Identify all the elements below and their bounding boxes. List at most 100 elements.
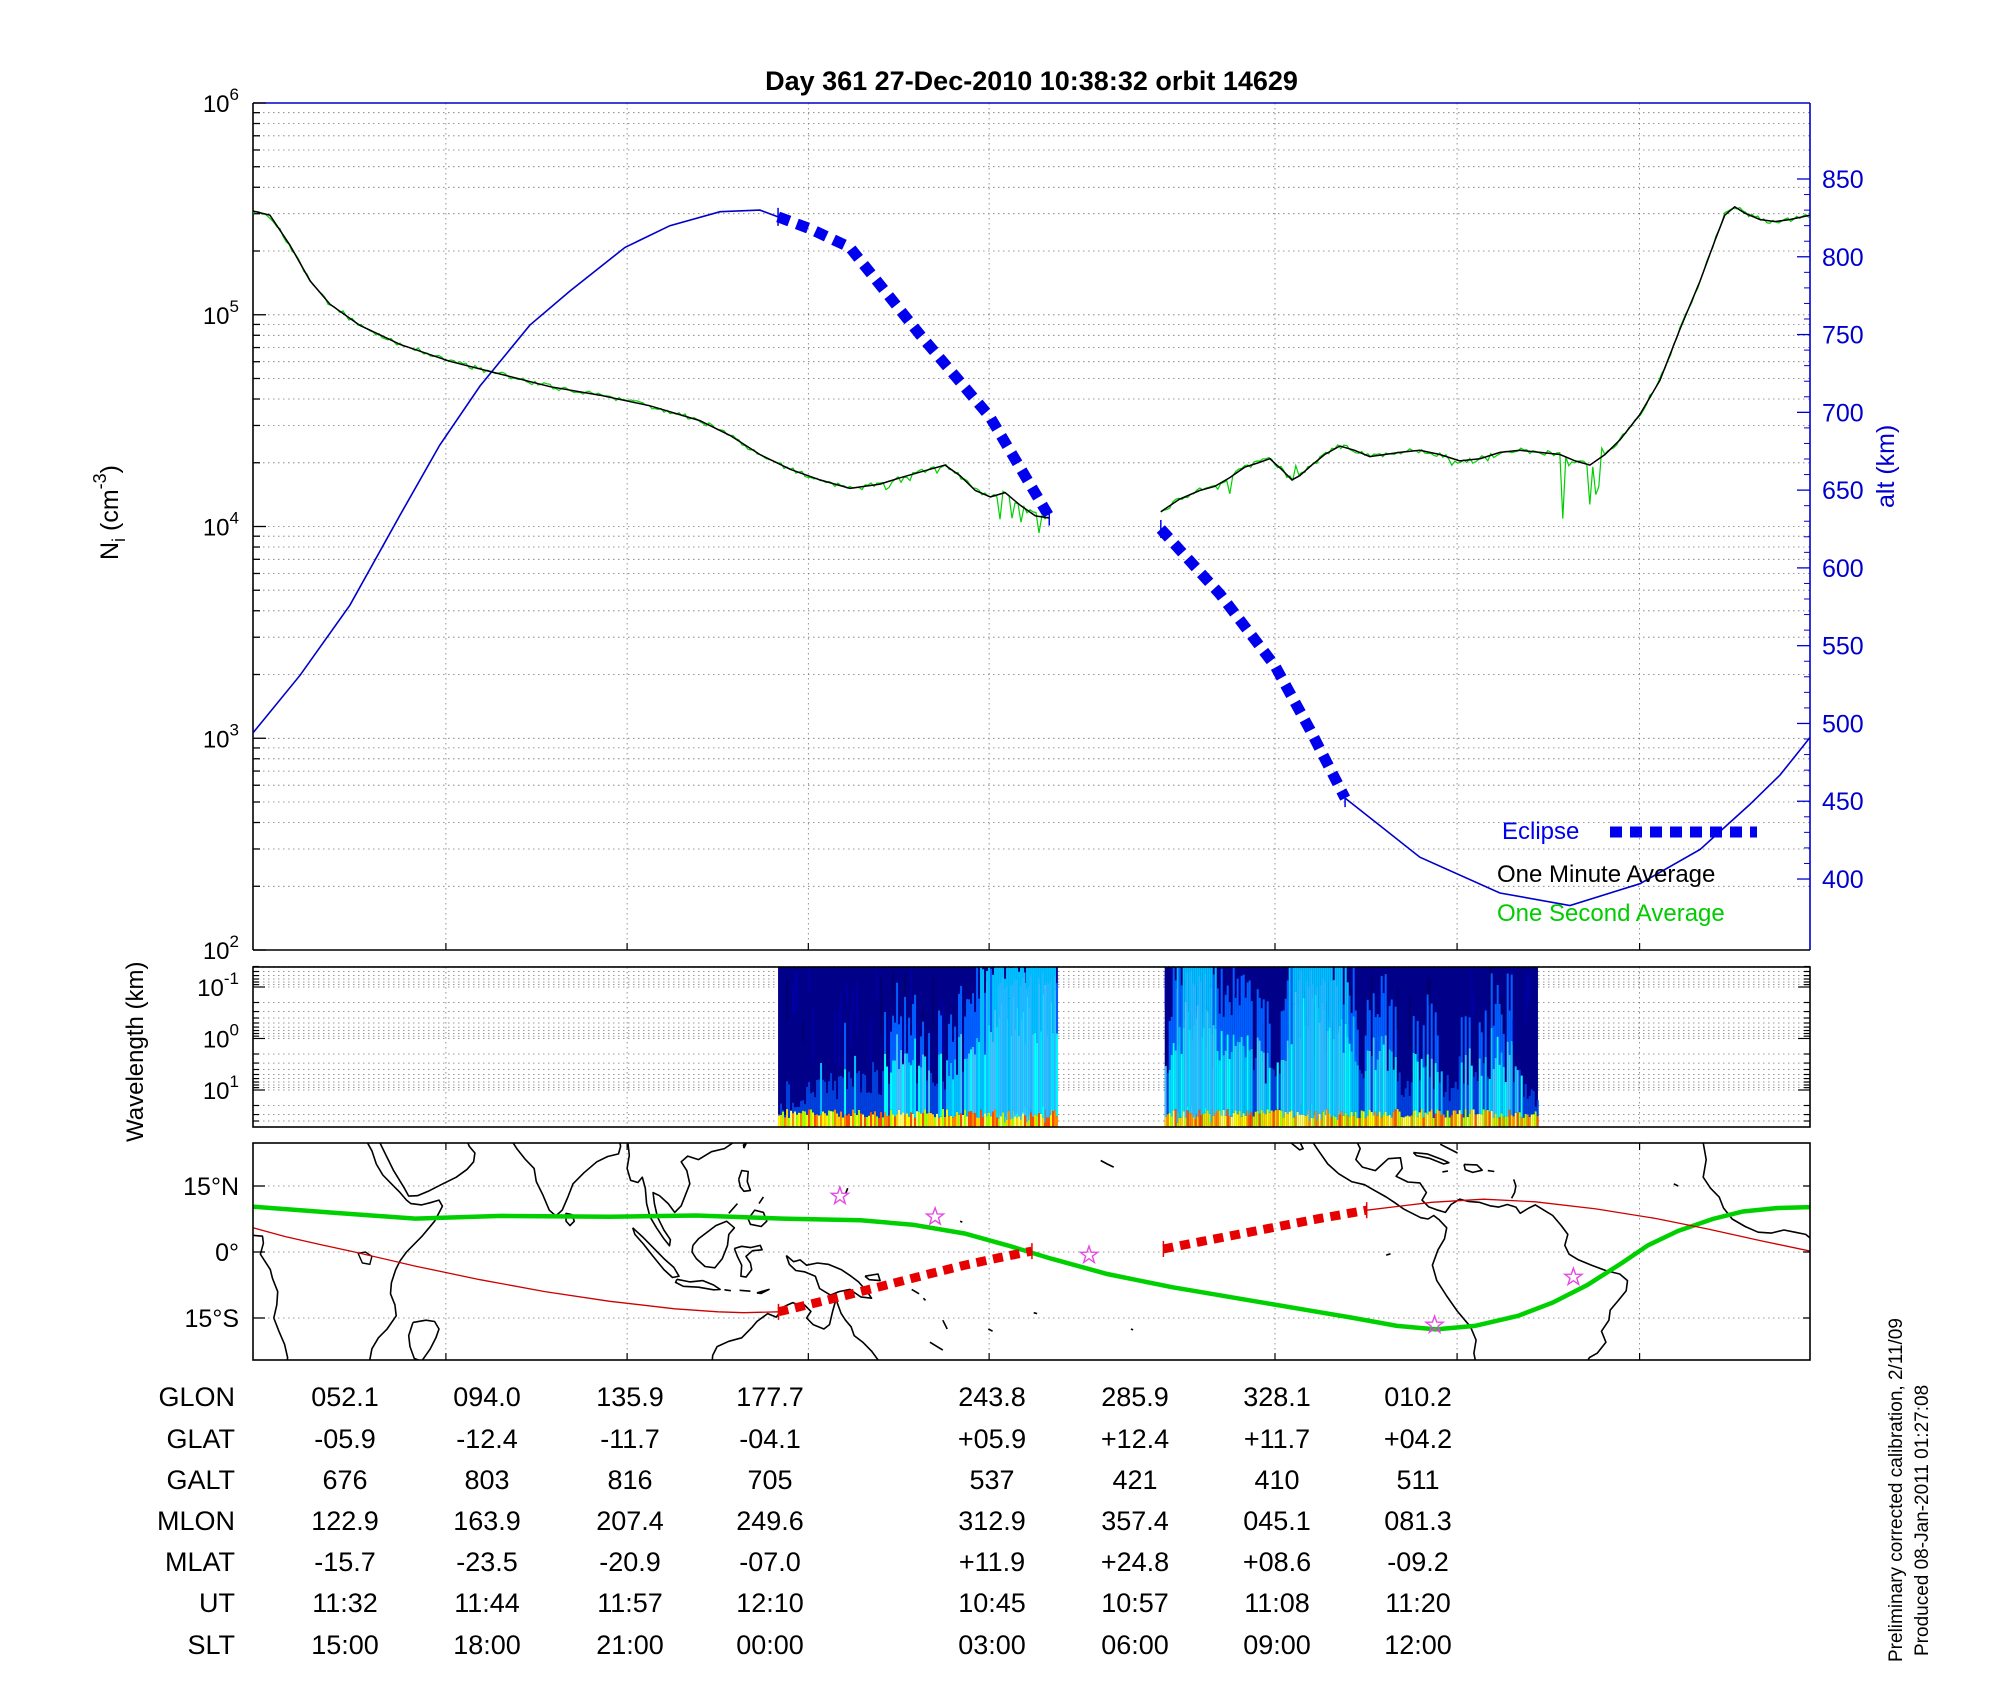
shape [799,958,802,964]
shape [1342,958,1345,964]
shape [1360,958,1363,964]
shape [1266,1052,1269,1110]
table-cell: 11:32 [312,1588,378,1618]
shape [902,1064,905,1113]
shape [966,999,969,1059]
shape: 4 [230,509,239,528]
shape [978,1117,981,1127]
shape [1482,1109,1485,1127]
shape [1510,958,1513,964]
shape [1036,1042,1039,1116]
coastline [987,1328,993,1332]
shape [1494,1058,1497,1114]
shape [1476,1081,1479,1115]
shape [1196,1116,1199,1127]
shape [1368,1010,1371,1051]
shape [930,1113,933,1127]
shape [1018,971,1021,1036]
table-cell: 052.1 [311,1382,379,1412]
shape [874,1072,877,1112]
shape [1260,1109,1263,1127]
shape [1438,1110,1441,1127]
shape [850,1078,853,1116]
shape [1208,1113,1211,1127]
shape [856,1073,859,1116]
shape [1176,989,1179,1124]
shape [1166,1114,1169,1127]
shape [1318,958,1321,964]
shape [1294,1115,1297,1127]
shape [1234,1045,1237,1111]
shape [1332,1115,1335,1127]
shape [780,1103,783,1115]
shape: 6 [230,85,239,104]
shape [925,958,928,964]
shape [1288,958,1291,964]
shape [1206,1110,1209,1127]
shape [892,958,895,964]
shape [1444,1117,1447,1127]
shape [1177,958,1180,964]
shape [1348,1043,1351,1117]
shape [880,1111,883,1127]
shape [1266,1001,1269,1053]
shape [1008,1110,1011,1127]
wavelength-tick-label: 101 [203,1072,239,1105]
shape [1036,1115,1039,1127]
shape [1442,1096,1445,1115]
shape [844,1069,847,1115]
shape [1291,958,1294,964]
shape [1012,958,1015,964]
shape [1520,1075,1523,1118]
shape [1394,1006,1397,1057]
shape [931,958,934,964]
shape [850,1115,853,1127]
shape [850,1011,853,1049]
table-cell: 10:57 [1101,1588,1169,1618]
shape [1410,1115,1413,1127]
shape [912,1003,915,1060]
shape [853,958,856,964]
shape [934,958,937,964]
shape [1346,1036,1349,1116]
shape [882,1071,885,1118]
shape [1272,1111,1275,1127]
shape [1264,1114,1267,1127]
shape [834,1012,837,1064]
shape [1526,1098,1529,1115]
shape [1006,958,1009,964]
shape [1222,958,1225,964]
alt-tick-label: 750 [1822,322,1864,350]
shape [1470,1065,1473,1110]
shape [836,1099,839,1114]
shape [1480,1032,1483,1076]
shape [1020,1115,1023,1127]
shape [949,958,952,964]
shape [1360,1110,1363,1127]
shape [1416,1061,1419,1117]
shape [888,1019,891,1073]
shape [1188,967,1191,1030]
coastline [733,1244,763,1278]
shape [1015,958,1018,964]
coastline [253,1234,289,1360]
shape [1288,967,1291,1001]
shape [1034,1114,1037,1127]
shape [1400,1116,1403,1127]
shape [1452,1110,1455,1127]
shape [1362,1111,1365,1127]
shape [964,1109,967,1127]
shape [1536,1116,1539,1127]
shape [1262,1112,1265,1127]
shape [1324,981,1327,1116]
shape [1420,958,1423,964]
shape [904,958,907,964]
shape [1456,958,1459,964]
shape [1250,1001,1253,1049]
shape [1464,1109,1467,1127]
alt-tick-label: 600 [1822,555,1864,583]
shape [1206,967,1209,1012]
shape [940,1116,943,1127]
shape [1484,1010,1487,1058]
shape [960,1113,963,1127]
